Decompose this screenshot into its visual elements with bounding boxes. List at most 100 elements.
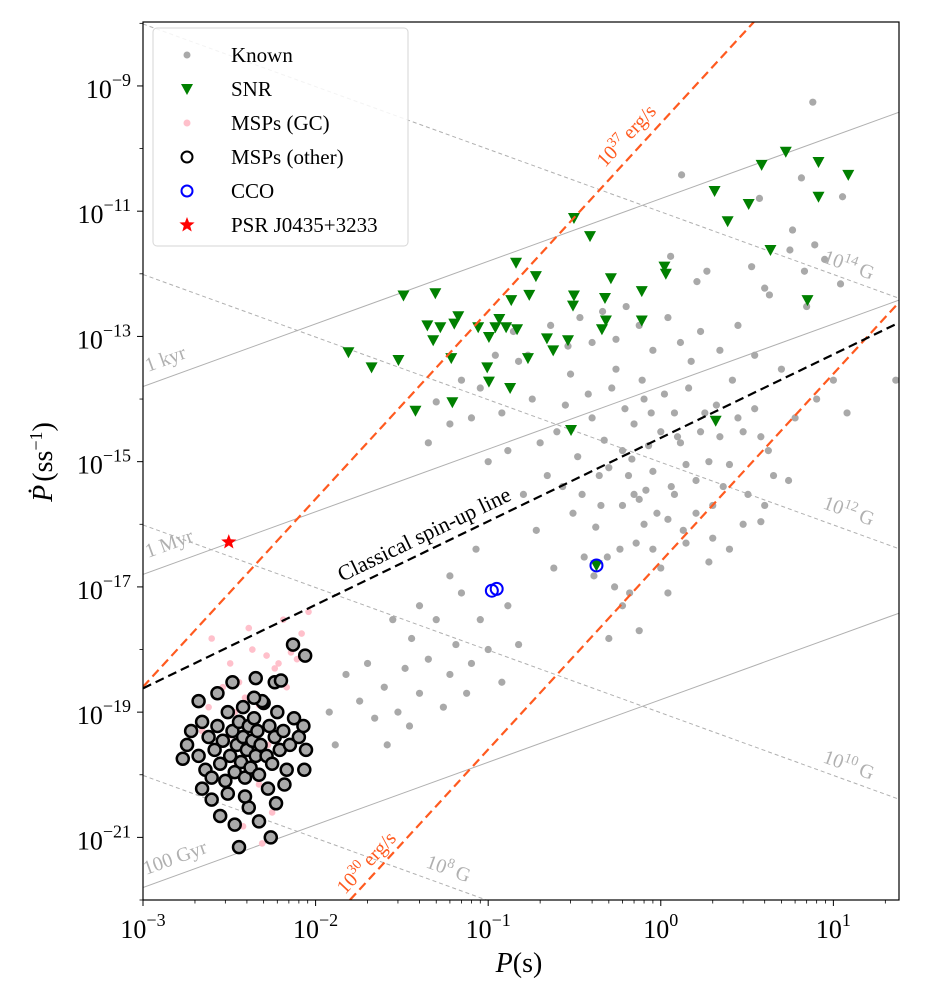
snr-point xyxy=(764,244,777,256)
msp-other-point xyxy=(194,714,210,730)
known-pulsar-point xyxy=(647,409,655,417)
msp-other-point xyxy=(220,704,236,720)
y-tick-label: 10−13 xyxy=(77,320,131,354)
msp-other-point xyxy=(246,690,262,705)
edot-line xyxy=(349,301,899,900)
known-pulsar-point xyxy=(628,455,636,463)
snr-point xyxy=(429,288,442,300)
known-pulsar-point xyxy=(657,428,665,436)
legend-item-cco: CCO xyxy=(180,179,274,203)
msp-other-point xyxy=(279,762,294,778)
msp-gc-point xyxy=(275,660,282,667)
known-pulsar-point xyxy=(764,447,772,455)
legend-marker-snr xyxy=(181,84,193,95)
known-pulsar-point xyxy=(446,420,454,428)
legend-box xyxy=(152,27,409,247)
msp-other-point xyxy=(250,723,265,739)
snr-point xyxy=(397,290,410,302)
known-pulsar-point xyxy=(632,539,640,547)
known-pulsar-point xyxy=(405,722,414,730)
known-pulsar-point xyxy=(728,376,737,384)
known-pulsar-point xyxy=(701,409,709,417)
known-pulsar-point xyxy=(484,645,492,654)
x-tick-label: 101 xyxy=(816,910,851,944)
age-line xyxy=(143,299,899,575)
known-pulsar-point xyxy=(670,409,679,417)
known-pulsar-point xyxy=(536,439,544,447)
msp-gc-point xyxy=(208,635,215,642)
known-pulsar-point xyxy=(446,670,454,679)
msp-other-point xyxy=(270,704,285,720)
msp-other-point xyxy=(210,686,225,701)
msp-gc-point xyxy=(255,781,263,788)
msp-other-point xyxy=(191,693,206,709)
known-pulsar-point xyxy=(532,526,540,534)
snr-point xyxy=(842,169,855,181)
msp-other-point xyxy=(277,777,292,792)
msp-gc-point xyxy=(241,694,249,702)
known-pulsar-point xyxy=(467,414,476,422)
known-pulsar-point xyxy=(836,280,845,288)
known-pulsar-point xyxy=(408,634,416,643)
known-pulsar-point xyxy=(705,458,713,466)
snr-point xyxy=(635,286,648,298)
known-pulsar-point xyxy=(784,476,793,485)
y-axis-unit-close: ) xyxy=(28,422,59,431)
axes: 10−3 10−2 10−1 100 101 10−9 10−11 10−13 10−15 10−… xyxy=(77,22,886,944)
msp-other-point xyxy=(297,648,313,663)
snr-point xyxy=(511,324,524,336)
known-pulsar-point xyxy=(685,384,693,392)
legend-item-psr-j0435: PSR J0435+3233 xyxy=(179,213,378,237)
known-pulsar-point xyxy=(401,664,409,672)
msp-other-point xyxy=(276,723,291,739)
snr-point xyxy=(523,289,536,301)
known-pulsar-point xyxy=(676,439,685,447)
known-pulsar-point xyxy=(788,226,797,234)
known-pulsar-point xyxy=(757,518,765,526)
known-pulsar-point xyxy=(519,490,528,499)
known-pulsar-point xyxy=(363,659,372,668)
known-pulsar-point xyxy=(394,708,402,716)
msp-other-point xyxy=(183,723,199,739)
msp-other-point xyxy=(260,781,276,796)
known-pulsar-point xyxy=(504,602,512,610)
y-tick-label: 10−15 xyxy=(77,446,131,480)
overlay-lines xyxy=(143,22,899,900)
known-pulsar-point xyxy=(800,267,809,275)
known-pulsar-point xyxy=(664,313,672,322)
msp-other-point xyxy=(225,675,240,690)
msp-gc-point xyxy=(226,660,234,667)
msp-gc-point xyxy=(263,652,270,659)
msp-other-point xyxy=(215,733,231,748)
known-pulsar-point xyxy=(595,471,603,480)
snr-point xyxy=(566,300,579,312)
known-pulsar-point xyxy=(748,263,756,271)
snr-point xyxy=(599,315,612,327)
snr-point xyxy=(500,322,513,334)
known-pulsar-point xyxy=(635,495,643,503)
y-tick-label: 10−11 xyxy=(78,195,131,229)
known-pulsar-point xyxy=(622,302,630,311)
known-pulsar-point xyxy=(597,501,605,510)
known-pulsar-point xyxy=(716,433,724,441)
snr-point xyxy=(801,295,814,307)
legend-marker-msps-gc xyxy=(183,119,191,127)
legend-marker-cco xyxy=(180,184,194,198)
msp-gc-point xyxy=(245,624,253,632)
known-pulsar-point xyxy=(677,171,686,179)
known-pulsar-point xyxy=(734,321,742,329)
snr-point xyxy=(565,425,578,437)
msp-other-point xyxy=(282,737,298,753)
msp-other-point xyxy=(220,786,236,801)
known-pulsar-point xyxy=(616,545,624,553)
legend-label-msps-gc: MSPs (GC) xyxy=(231,111,330,135)
legend-marker-known xyxy=(183,51,191,59)
data-points xyxy=(175,98,899,855)
snr-point xyxy=(779,146,792,158)
known-pulsar-point xyxy=(692,476,700,485)
known-pulsar-point xyxy=(424,439,432,447)
known-pulsar-point xyxy=(566,370,575,378)
known-pulsar-point xyxy=(463,689,471,697)
known-pulsar-point xyxy=(705,558,713,566)
msp-other-point xyxy=(204,792,219,807)
